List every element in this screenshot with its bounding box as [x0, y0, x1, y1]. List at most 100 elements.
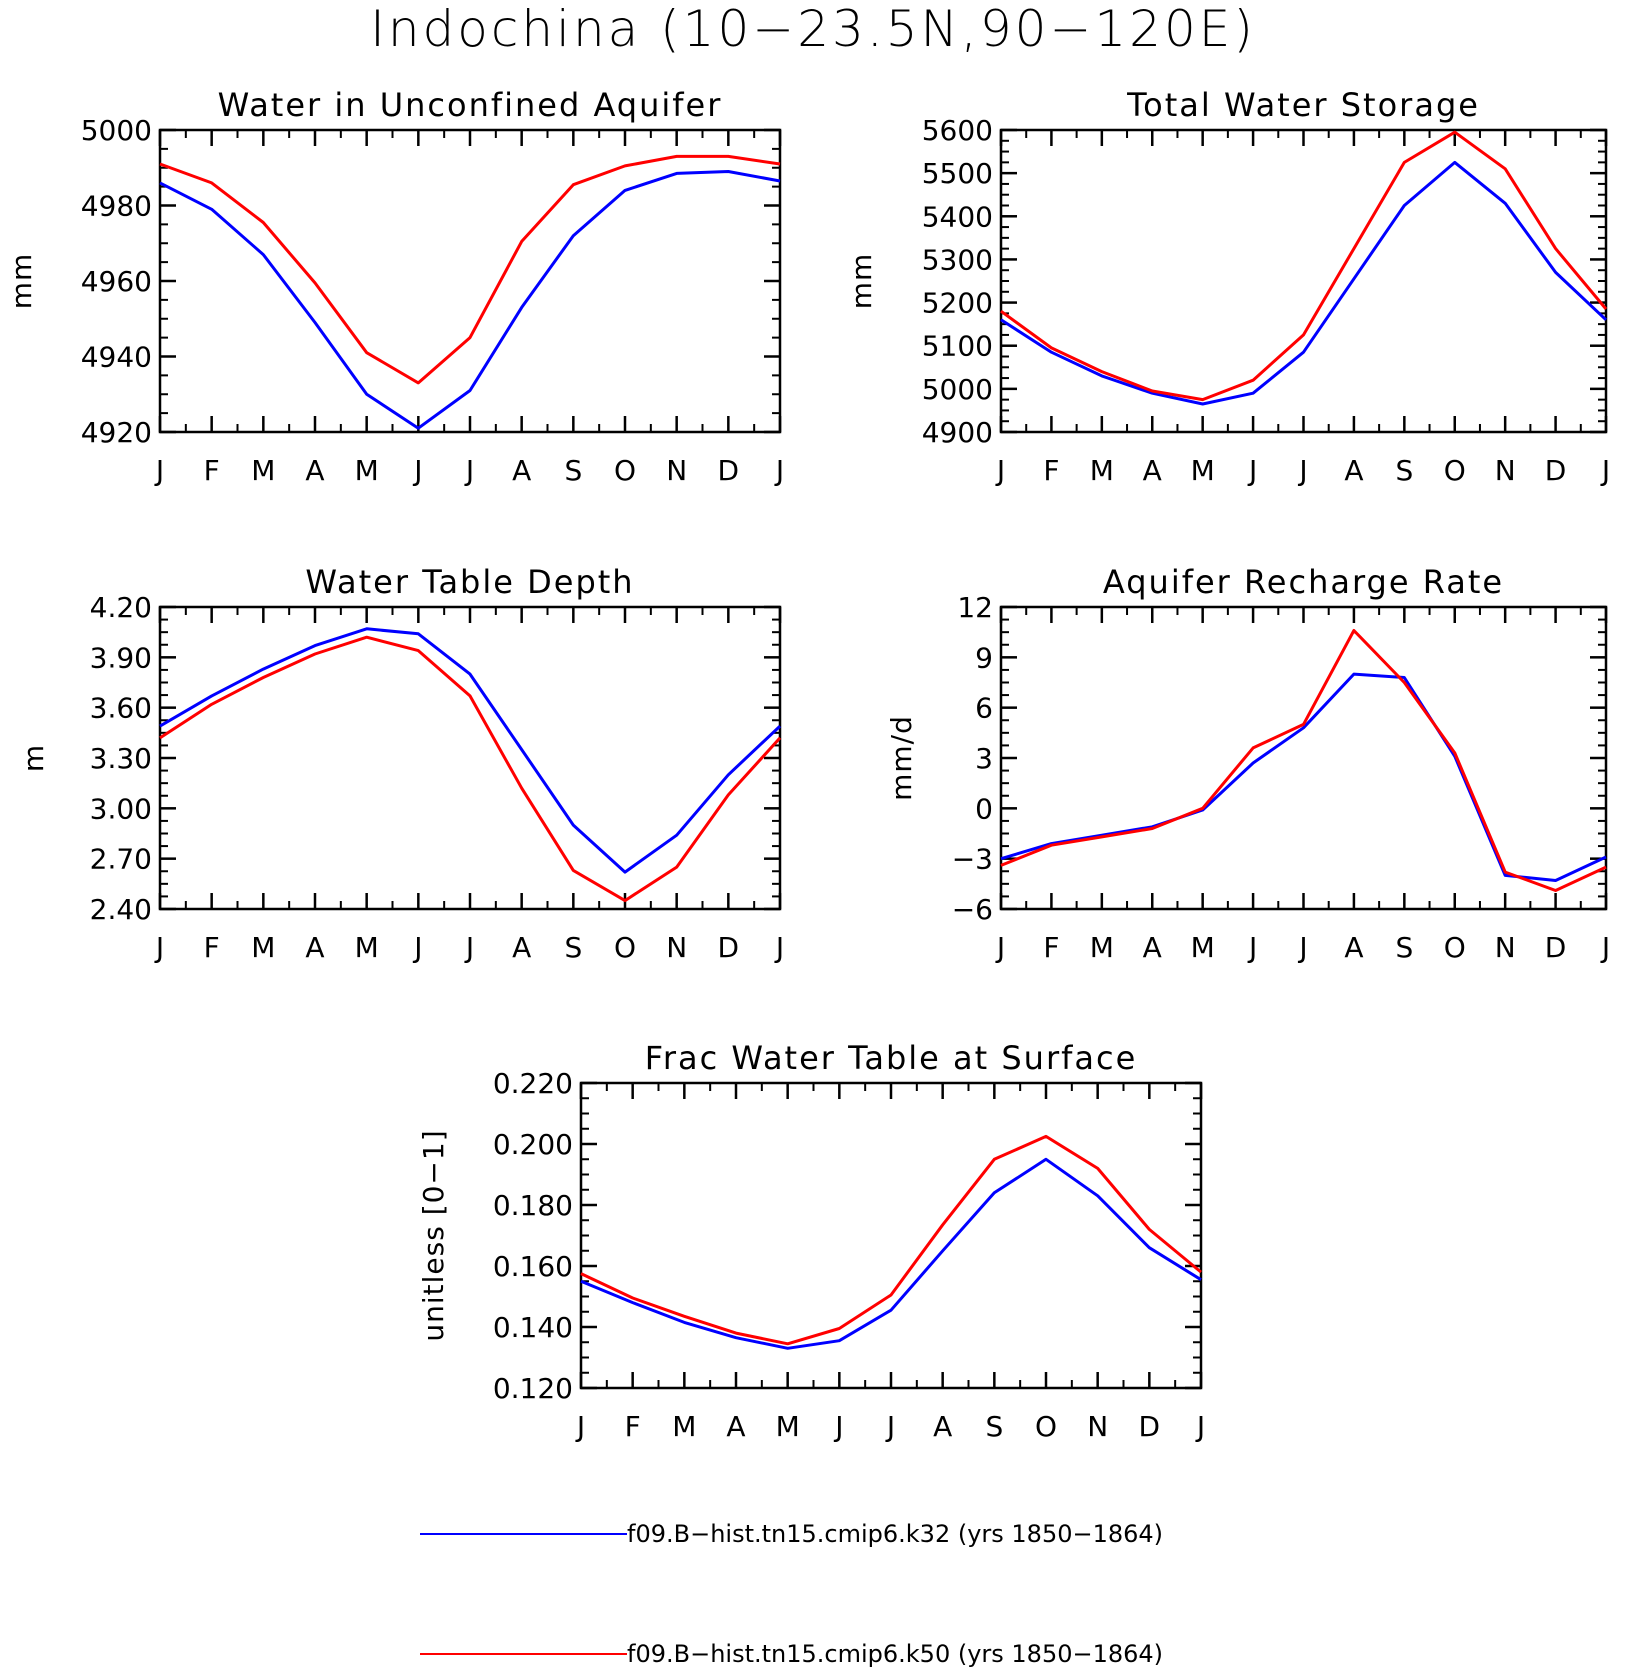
series-line-k50	[1000, 130, 1608, 402]
panel-title: Water in Unconfined Aquifer	[218, 86, 723, 124]
y-tick-label: 3.30	[90, 742, 152, 775]
legend-label-k50: f09.B−hist.tn15.cmip6.k50 (yrs 1850−1864…	[627, 1640, 1164, 1668]
y-tick-label: 0.160	[493, 1250, 573, 1283]
series-line-k32	[159, 627, 782, 874]
x-tick-label: F	[1043, 454, 1059, 487]
series-line-k32	[580, 1157, 1202, 1350]
x-tick-label: J	[1247, 931, 1257, 964]
y-tick-label: 3	[975, 742, 993, 775]
y-tick-label: 0.140	[493, 1311, 573, 1344]
x-tick-label: A	[1344, 931, 1363, 964]
y-tick-label: 2.70	[90, 843, 152, 876]
x-tick-label: J	[1600, 931, 1610, 964]
x-tick-label: D	[1139, 1410, 1161, 1443]
plot-frame	[999, 605, 1608, 911]
y-tick-label: −3	[952, 843, 993, 876]
plot-frame	[158, 128, 782, 434]
x-tick-label: F	[625, 1410, 641, 1443]
series-line-k32	[1000, 160, 1608, 406]
y-tick-label: 0.200	[493, 1128, 573, 1161]
series-line-k50	[159, 154, 781, 385]
x-tick-label: N	[666, 931, 687, 964]
x-tick-label: O	[614, 454, 636, 487]
y-tick-label: 9	[975, 641, 993, 674]
x-tick-label: N	[666, 454, 687, 487]
y-axis-label: unitless [0−1]	[417, 1129, 450, 1341]
y-tick-label: 0.120	[493, 1372, 573, 1405]
series-line-k50	[1000, 629, 1607, 892]
x-tick-label: A	[512, 454, 531, 487]
x-tick-label: J	[575, 1410, 585, 1443]
x-tick-label: N	[1495, 931, 1516, 964]
x-tick-label: F	[204, 931, 220, 964]
y-tick-label: 5400	[922, 200, 993, 233]
y-tick-label: 5500	[922, 157, 993, 190]
y-tick-label: 2.40	[90, 893, 152, 926]
y-tick-label: 4980	[81, 190, 152, 223]
x-tick-label: S	[564, 931, 582, 964]
y-tick-label: 0.220	[493, 1067, 573, 1100]
y-axis-label: mm	[5, 253, 38, 310]
x-tick-label: J	[154, 454, 164, 487]
y-tick-label: 5100	[922, 330, 993, 363]
x-tick-label: D	[1545, 454, 1567, 487]
panel-title: Total Water Storage	[1126, 86, 1480, 124]
y-axis-label: mm/d	[885, 715, 918, 801]
x-tick-label: M	[1191, 454, 1215, 487]
x-tick-label: S	[1395, 931, 1413, 964]
y-tick-label: 5600	[922, 114, 993, 147]
panel-title: Frac Water Table at Surface	[645, 1039, 1138, 1077]
x-tick-label: N	[1495, 454, 1516, 487]
x-tick-label: J	[995, 931, 1005, 964]
x-tick-label: J	[774, 454, 784, 487]
x-tick-label: O	[1444, 931, 1466, 964]
panel-title: Water Table Depth	[305, 563, 634, 601]
x-tick-label: O	[614, 931, 636, 964]
x-tick-label: F	[204, 454, 220, 487]
x-tick-label: F	[1043, 931, 1059, 964]
x-tick-label: M	[355, 931, 379, 964]
y-tick-label: 4.20	[90, 591, 152, 624]
y-tick-label: 5200	[922, 287, 993, 320]
x-tick-label: J	[464, 454, 474, 487]
x-tick-label: M	[1191, 931, 1215, 964]
x-tick-label: D	[718, 454, 740, 487]
plot-frame	[158, 605, 782, 911]
x-tick-label: J	[774, 931, 784, 964]
y-tick-label: −6	[952, 893, 993, 926]
x-tick-label: J	[885, 1410, 895, 1443]
y-tick-label: 0.180	[493, 1189, 573, 1222]
x-tick-label: A	[512, 931, 531, 964]
x-tick-label: J	[412, 454, 422, 487]
x-tick-label: A	[1143, 454, 1162, 487]
y-tick-label: 4900	[922, 416, 993, 449]
x-tick-label: J	[833, 1410, 843, 1443]
x-tick-label: M	[251, 454, 275, 487]
x-tick-label: J	[1297, 454, 1307, 487]
y-tick-label: 5000	[81, 114, 152, 147]
x-tick-label: M	[355, 454, 379, 487]
x-tick-label: M	[672, 1410, 696, 1443]
x-tick-label: J	[154, 931, 164, 964]
y-tick-label: 6	[975, 692, 993, 725]
y-tick-label: 4940	[81, 341, 152, 374]
x-tick-label: A	[933, 1410, 952, 1443]
y-axis-label: mm	[845, 253, 878, 310]
y-axis-label: m	[17, 744, 50, 772]
x-tick-label: J	[1600, 454, 1610, 487]
x-tick-label: O	[1035, 1410, 1057, 1443]
x-tick-label: M	[1090, 931, 1114, 964]
legend-line-k32	[420, 1533, 627, 1535]
figure-title: Indochina (10−23.5N,90−120E)	[370, 0, 1256, 58]
y-tick-label: 3.60	[90, 692, 152, 725]
x-tick-label: J	[1297, 931, 1307, 964]
legend-label-k32: f09.B−hist.tn15.cmip6.k32 (yrs 1850−1864…	[627, 1520, 1164, 1548]
x-tick-label: A	[305, 454, 324, 487]
plot-frame	[579, 1081, 1203, 1390]
